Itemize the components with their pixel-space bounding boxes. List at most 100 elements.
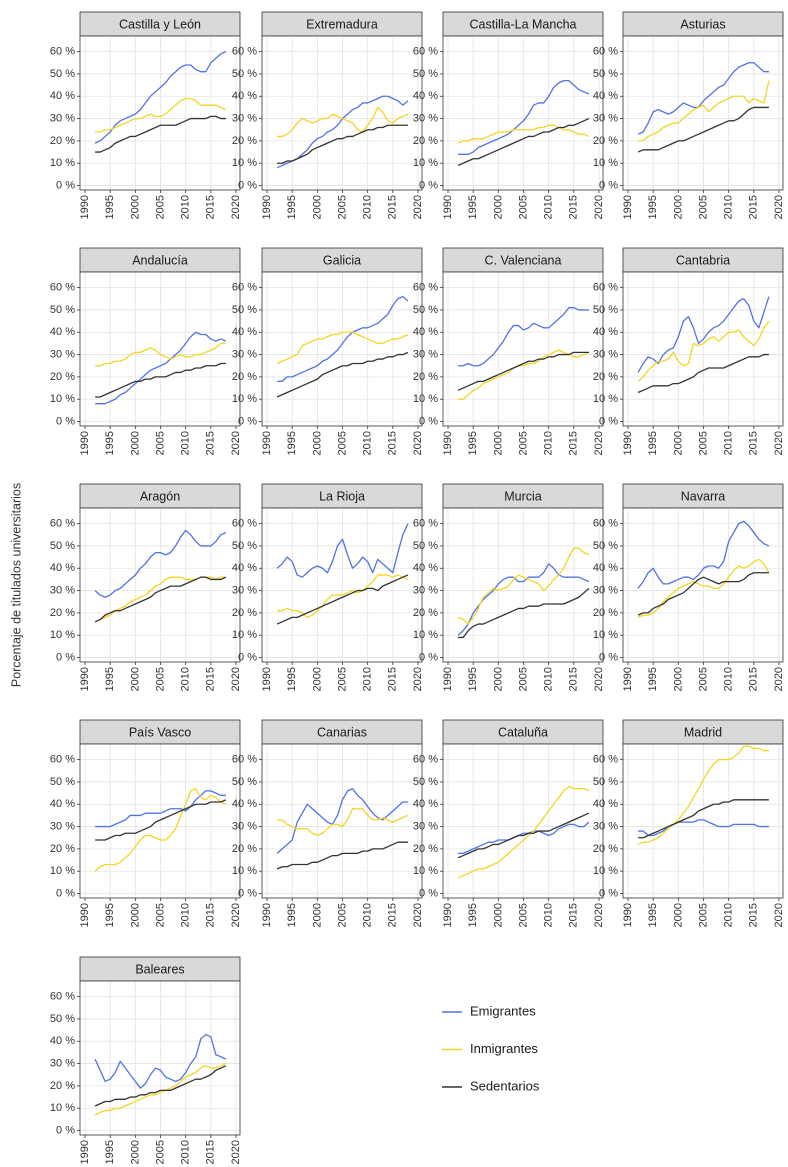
line-series (277, 808, 409, 837)
strip (79, 11, 241, 37)
plot-background (443, 272, 603, 426)
x-tick-label: 2000 (129, 667, 141, 691)
x-tick-label: 2005 (154, 195, 166, 219)
x-tick-label: 2005 (517, 195, 529, 219)
line-series (458, 587, 590, 639)
y-tick-label: 20 % (232, 371, 257, 383)
y-tick-label: 20 % (50, 607, 75, 619)
x-tick-label: 2000 (672, 431, 684, 455)
line-series (457, 812, 590, 859)
y-tick-label: 0 % (56, 887, 75, 899)
y-tick-label: 0 % (56, 179, 75, 191)
panel-border (79, 507, 241, 663)
line-series (95, 115, 226, 153)
plot-background (623, 508, 783, 662)
y-tick-label: 30 % (413, 112, 438, 124)
y-tick-label: 10 % (413, 157, 438, 169)
panel-title: Aragón (140, 489, 180, 503)
x-tick-label: 2015 (568, 667, 580, 691)
line-series (276, 331, 409, 365)
line-series (277, 106, 409, 138)
line-series (457, 547, 590, 625)
y-tick-label: 30 % (593, 348, 618, 360)
line-series (638, 799, 769, 839)
x-tick-label: 2010 (723, 667, 735, 691)
line-series (458, 79, 590, 155)
line-series (94, 1062, 227, 1116)
x-tick-label: 2010 (362, 667, 374, 691)
y-tick-label: 60 % (593, 282, 618, 294)
y-tick-label: 60 % (50, 991, 75, 1003)
x-tick-label: 2015 (205, 195, 217, 219)
plot-background (443, 36, 603, 190)
x-tick-label: 1990 (622, 195, 634, 219)
x-tick-label: 2000 (672, 667, 684, 691)
panel-border (261, 507, 423, 663)
x-tick-label: 1990 (79, 1140, 91, 1164)
strip (261, 247, 423, 273)
y-tick-label: 50 % (593, 68, 618, 80)
y-tick-label: 40 % (50, 1035, 75, 1047)
y-tick-label: 50 % (232, 540, 257, 552)
x-tick-label: 1995 (647, 431, 659, 455)
y-tick-label: 40 % (232, 798, 257, 810)
line-series (637, 296, 770, 373)
x-tick-label: 1995 (104, 903, 116, 927)
panel-border (622, 35, 784, 191)
x-tick-label: 2005 (154, 667, 166, 691)
legend-label: Inmigrantes (470, 1041, 538, 1056)
x-tick-label: 2020 (412, 195, 424, 219)
y-tick-label: 10 % (593, 157, 618, 169)
y-tick-label: 60 % (413, 282, 438, 294)
y-tick-label: 50 % (232, 68, 257, 80)
x-tick-label: 2005 (154, 431, 166, 455)
y-tick-label: 60 % (50, 46, 75, 58)
x-tick-label: 2015 (568, 903, 580, 927)
x-tick-label: 1995 (286, 667, 298, 691)
x-tick-label: 1995 (647, 195, 659, 219)
y-tick-label: 50 % (50, 540, 75, 552)
x-tick-label: 2010 (180, 903, 192, 927)
x-tick-label: 2010 (180, 431, 192, 455)
y-tick-label: 60 % (50, 518, 75, 530)
y-tick-label: 0 % (56, 1124, 75, 1136)
y-tick-label: 30 % (232, 820, 257, 832)
y-tick-label: 30 % (232, 584, 257, 596)
panel-title: Murcia (504, 489, 542, 503)
x-tick-label: 2005 (697, 431, 709, 455)
line-series (637, 353, 769, 394)
x-tick-label: 2010 (180, 195, 192, 219)
x-tick-label: 1995 (467, 431, 479, 455)
y-tick-label: 60 % (232, 754, 257, 766)
y-tick-label: 10 % (50, 865, 75, 877)
x-tick-label: 1995 (104, 667, 116, 691)
panel-border (442, 271, 604, 427)
y-tick-label: 50 % (50, 776, 75, 788)
line-series (637, 558, 770, 618)
x-tick-label: 2015 (387, 903, 399, 927)
x-tick-label: 1995 (104, 431, 116, 455)
y-tick-label: 20 % (232, 607, 257, 619)
panel-border (79, 980, 241, 1136)
plot-background (80, 272, 240, 426)
line-series (457, 351, 589, 391)
y-tick-label: 10 % (232, 157, 257, 169)
panel-title: País Vasco (129, 725, 191, 739)
x-tick-label: 2020 (412, 431, 424, 455)
y-tick-label: 0 % (599, 651, 618, 663)
strip (622, 483, 784, 509)
x-tick-label: 2005 (697, 903, 709, 927)
y-tick-label: 60 % (232, 282, 257, 294)
x-tick-label: 2020 (412, 667, 424, 691)
x-tick-label: 2020 (412, 903, 424, 927)
plot-background (443, 744, 603, 898)
y-tick-label: 10 % (50, 1102, 75, 1114)
x-tick-label: 1990 (442, 431, 454, 455)
line-series (277, 124, 408, 164)
plot-background (80, 744, 240, 898)
x-tick-label: 1995 (104, 1140, 116, 1164)
line-series (637, 745, 769, 846)
y-tick-label: 10 % (232, 865, 257, 877)
strip (442, 483, 604, 509)
